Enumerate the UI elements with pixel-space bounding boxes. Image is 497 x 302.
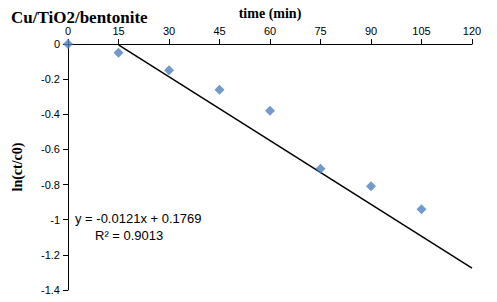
svg-text:105: 105 — [412, 25, 430, 37]
svg-text:-1.2: -1.2 — [41, 249, 60, 261]
svg-text:120: 120 — [463, 25, 481, 37]
svg-text:-0.2: -0.2 — [41, 73, 60, 85]
svg-text:Cu/TiO2/bentonite: Cu/TiO2/bentonite — [11, 8, 148, 27]
svg-text:90: 90 — [365, 25, 377, 37]
svg-text:0: 0 — [54, 38, 60, 50]
svg-text:y = -0.0121x + 0.1769: y = -0.0121x + 0.1769 — [75, 211, 201, 226]
svg-text:time (min): time (min) — [239, 6, 302, 22]
svg-text:75: 75 — [314, 25, 326, 37]
svg-text:30: 30 — [163, 25, 175, 37]
svg-text:-0.4: -0.4 — [41, 108, 60, 120]
svg-text:R² = 0.9013: R² = 0.9013 — [95, 228, 163, 243]
svg-text:-1: -1 — [50, 214, 60, 226]
svg-text:15: 15 — [112, 24, 125, 37]
svg-text:0: 0 — [64, 24, 72, 37]
svg-text:-0.8: -0.8 — [41, 179, 60, 191]
svg-text:60: 60 — [264, 25, 276, 37]
svg-text:ln(ct/c0): ln(ct/c0) — [10, 142, 26, 191]
svg-text:-0.6: -0.6 — [41, 143, 60, 155]
svg-text:45: 45 — [213, 25, 225, 37]
svg-text:-1.4: -1.4 — [41, 284, 60, 296]
